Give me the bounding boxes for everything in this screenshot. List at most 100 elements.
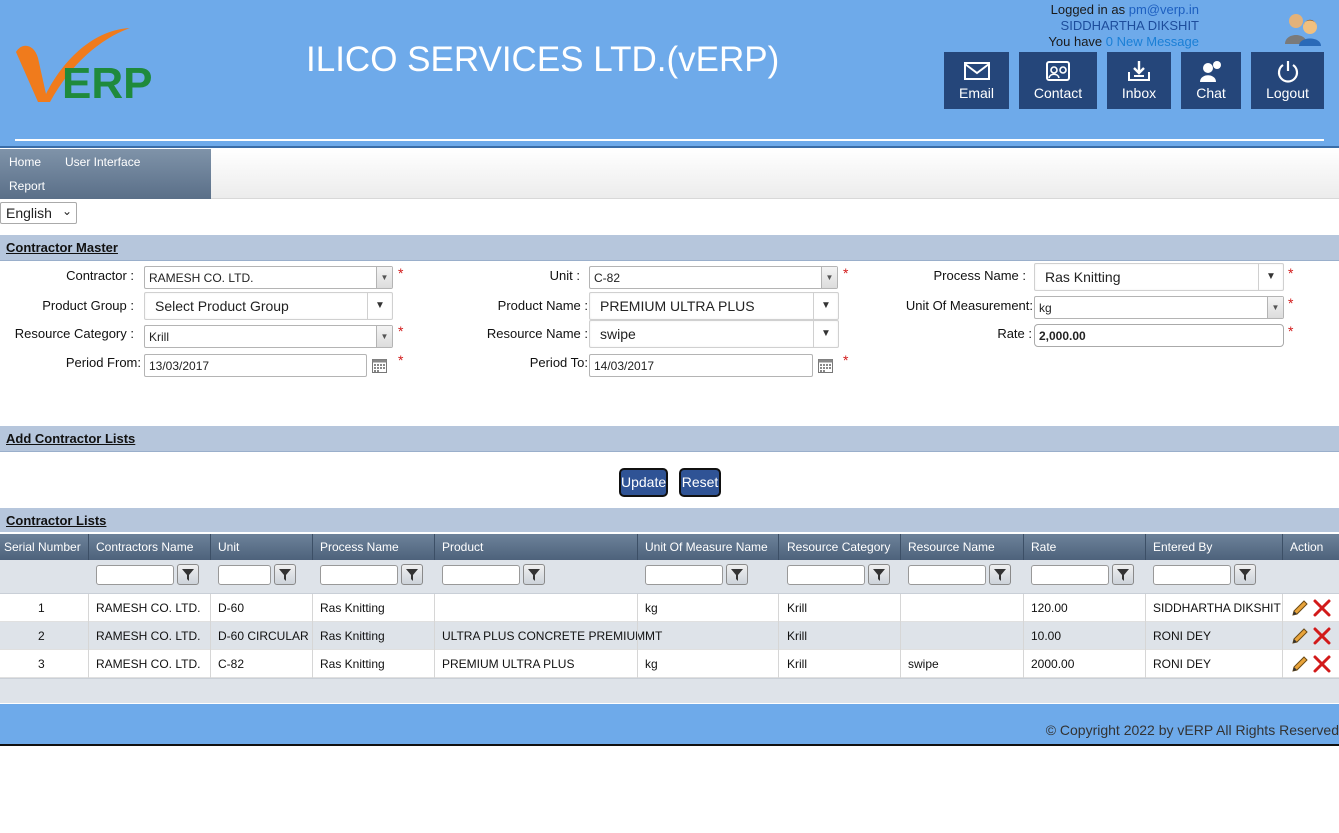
table-row[interactable]: 3 RAMESH CO. LTD. C-82 Ras Knitting PREM… — [0, 650, 1339, 678]
unit-label: Unit : — [549, 268, 580, 283]
filter-resource-name-input[interactable] — [908, 565, 986, 585]
email-button[interactable]: Email — [944, 52, 1009, 109]
rate-input[interactable]: 2,000.00 — [1034, 324, 1284, 347]
process-name-value: Ras Knitting — [1045, 269, 1121, 285]
grid-footer — [0, 678, 1339, 703]
filter-icon[interactable] — [274, 564, 296, 585]
dropdown-arrow-icon[interactable]: ▼ — [821, 267, 837, 288]
users-icon[interactable] — [1283, 12, 1323, 46]
product-name-select[interactable]: PREMIUM ULTRA PLUS ▼ — [589, 292, 839, 320]
filter-resource-category-input[interactable] — [787, 565, 865, 585]
grid-line — [88, 594, 89, 678]
period-to-input[interactable]: 14/03/2017 — [589, 354, 813, 377]
add-contractor-lists-title: Add Contractor Lists — [6, 431, 136, 446]
dropdown-arrow-icon[interactable]: ▼ — [376, 267, 392, 288]
menu-item-home[interactable]: Home — [9, 155, 42, 169]
menu-item-user-interface[interactable]: User Interface — [65, 155, 141, 169]
edit-pencil-icon[interactable] — [1290, 598, 1310, 618]
filter-entered-by-input[interactable] — [1153, 565, 1231, 585]
reset-button[interactable]: Reset — [679, 468, 721, 497]
filter-icon[interactable] — [1234, 564, 1256, 585]
filter-process-name-input[interactable] — [320, 565, 398, 585]
delete-x-icon[interactable] — [1312, 598, 1332, 618]
grid-line — [434, 594, 435, 678]
grid-line — [637, 594, 638, 678]
grid-line — [1023, 594, 1024, 678]
contact-button[interactable]: Contact — [1019, 52, 1097, 109]
filter-icon[interactable] — [523, 564, 545, 585]
filter-icon[interactable] — [726, 564, 748, 585]
menu-bar — [0, 149, 1339, 199]
contractor-select[interactable]: RAMESH CO. LTD. ▼ — [144, 266, 393, 289]
filter-icon[interactable] — [868, 564, 890, 585]
required-marker: * — [843, 352, 849, 368]
delete-x-icon[interactable] — [1312, 654, 1332, 674]
page-header: ERP ILICO SERVICES LTD.(vERP) Logged in … — [0, 0, 1339, 148]
filter-icon[interactable] — [401, 564, 423, 585]
contractor-value: RAMESH CO. LTD. — [149, 271, 254, 285]
column-process-name[interactable]: Process Name — [320, 540, 399, 554]
column-divider — [1145, 534, 1146, 560]
edit-pencil-icon[interactable] — [1290, 654, 1310, 674]
unit-of-measurement-select[interactable]: kg ▼ — [1034, 296, 1284, 319]
column-serial-number[interactable]: Serial Number — [4, 540, 81, 554]
inbox-button[interactable]: Inbox — [1107, 52, 1171, 109]
language-selected: English — [6, 205, 52, 221]
unit-select[interactable]: C-82 ▼ — [589, 266, 838, 289]
resource-name-select[interactable]: swipe ▼ — [589, 320, 839, 348]
column-product[interactable]: Product — [442, 540, 484, 554]
chat-button[interactable]: Chat — [1181, 52, 1241, 109]
dropdown-arrow-icon[interactable]: ▼ — [813, 293, 838, 319]
filter-icon[interactable] — [177, 564, 199, 585]
language-select[interactable]: English ⌄ — [0, 202, 77, 224]
dropdown-arrow-icon[interactable]: ▼ — [367, 293, 392, 319]
update-button[interactable]: Update — [619, 468, 668, 497]
filter-unit-of-measure-input[interactable] — [645, 565, 723, 585]
edit-pencil-icon[interactable] — [1290, 626, 1310, 646]
product-group-select[interactable]: Select Product Group ▼ — [144, 292, 393, 320]
verp-logo[interactable]: ERP — [12, 22, 172, 108]
page-footer: © Copyright 2022 by vERP All Rights Rese… — [0, 704, 1339, 746]
period-from-input[interactable]: 13/03/2017 — [144, 354, 367, 377]
table-row[interactable]: 2 RAMESH CO. LTD. D-60 CIRCULAR Ras Knit… — [0, 622, 1339, 650]
calendar-icon[interactable] — [818, 359, 833, 373]
column-resource-category[interactable]: Resource Category — [787, 540, 891, 554]
column-rate[interactable]: Rate — [1031, 540, 1057, 554]
filter-product-input[interactable] — [442, 565, 520, 585]
cell-unit: D-60 — [218, 601, 245, 615]
dropdown-arrow-icon[interactable]: ▼ — [1267, 297, 1283, 318]
cell-uom: kg — [645, 657, 658, 671]
process-name-select[interactable]: Ras Knitting ▼ — [1034, 263, 1284, 291]
dropdown-arrow-icon[interactable]: ▼ — [376, 326, 392, 347]
cell-process: Ras Knitting — [320, 601, 385, 615]
filter-rate-input[interactable] — [1031, 565, 1109, 585]
cell-serial: 1 — [38, 601, 45, 615]
resource-category-value: Krill — [149, 330, 169, 344]
filter-icon[interactable] — [1112, 564, 1134, 585]
logout-label: Logout — [1266, 85, 1309, 101]
resource-category-select[interactable]: Krill ▼ — [144, 325, 393, 348]
column-unit[interactable]: Unit — [218, 540, 240, 554]
cell-rate: 10.00 — [1031, 629, 1062, 643]
logged-in-email[interactable]: pm@verp.in — [1128, 2, 1199, 17]
column-unit-of-measure-name[interactable]: Unit Of Measure Name — [645, 540, 768, 554]
product-name-value: PREMIUM ULTRA PLUS — [600, 298, 755, 314]
column-contractors-name[interactable]: Contractors Name — [96, 540, 194, 554]
logout-button[interactable]: Logout — [1251, 52, 1324, 109]
column-resource-name[interactable]: Resource Name — [908, 540, 995, 554]
table-row[interactable]: 1 RAMESH CO. LTD. D-60 Ras Knitting kg K… — [0, 594, 1339, 622]
delete-x-icon[interactable] — [1312, 626, 1332, 646]
user-name: SIDDHARTHA DIKSHIT — [1060, 18, 1199, 33]
new-message-link[interactable]: 0 New Message — [1105, 34, 1199, 49]
filter-contractors-name-input[interactable] — [96, 565, 174, 585]
column-entered-by[interactable]: Entered By — [1153, 540, 1213, 554]
contractor-master-title: Contractor Master — [6, 240, 118, 255]
contractor-label: Contractor : — [66, 268, 134, 283]
filter-icon[interactable] — [989, 564, 1011, 585]
dropdown-arrow-icon[interactable]: ▼ — [813, 321, 838, 347]
menu-item-report[interactable]: Report — [9, 179, 46, 193]
calendar-icon[interactable] — [372, 359, 387, 373]
dropdown-arrow-icon[interactable]: ▼ — [1258, 264, 1283, 290]
filter-unit-input[interactable] — [218, 565, 271, 585]
period-to-label: Period To: — [529, 355, 588, 370]
